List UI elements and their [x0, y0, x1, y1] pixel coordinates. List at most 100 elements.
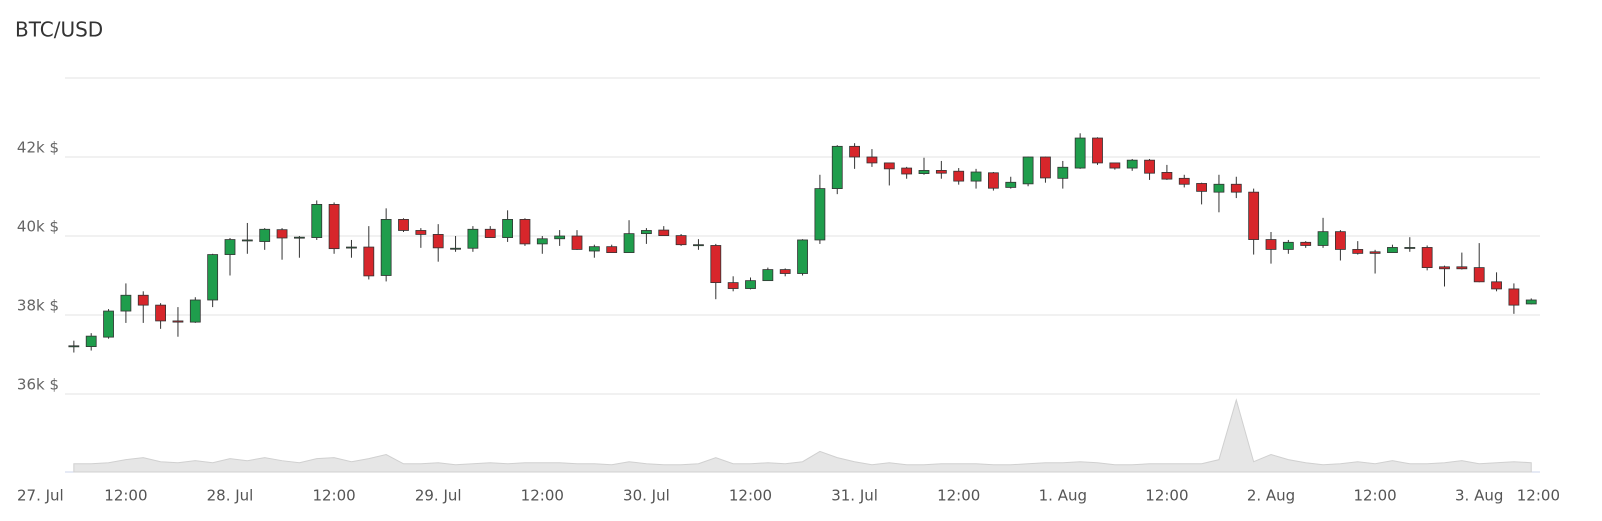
x-tick-label: 12:00 — [312, 487, 355, 505]
candle-body — [658, 229, 670, 237]
candle-body — [727, 282, 739, 289]
candle-body — [259, 228, 271, 242]
candle-body — [1196, 183, 1207, 192]
candle-body — [814, 188, 826, 241]
candle-body — [137, 294, 149, 306]
candle-body — [1282, 241, 1294, 250]
candle-body — [276, 229, 288, 239]
candle-body — [745, 280, 756, 289]
candle-body — [224, 239, 236, 255]
candle-body — [641, 230, 652, 235]
candle-body — [120, 294, 132, 312]
candle-body — [918, 170, 930, 174]
x-tick-label: 12:00 — [729, 487, 772, 505]
candle-body — [988, 172, 999, 189]
x-tick-label: 12:00 — [1517, 487, 1560, 505]
candle-body — [328, 203, 340, 250]
candle-body — [1473, 267, 1485, 283]
candle-body — [710, 245, 722, 284]
candle-body — [68, 345, 80, 348]
x-tick-label: 12:00 — [104, 487, 147, 505]
candle-body — [1387, 247, 1398, 253]
candle-body — [1005, 181, 1017, 188]
x-tick-label: 28. Jul — [207, 487, 254, 505]
candle-body — [797, 239, 808, 274]
candle-body — [189, 299, 201, 323]
candle-body — [1126, 159, 1138, 169]
candle-body — [606, 246, 618, 253]
candle-body — [467, 228, 479, 249]
candle-body — [779, 269, 791, 274]
candle-body — [1040, 156, 1051, 179]
candle-body — [484, 228, 496, 238]
candle-body — [1248, 191, 1260, 240]
x-tick-label: 29. Jul — [415, 487, 462, 505]
candle-body — [623, 233, 635, 253]
candle-body — [311, 203, 323, 238]
candle-body — [207, 254, 219, 301]
candle-body — [1404, 247, 1416, 249]
candle-body — [1525, 299, 1537, 305]
candle-body — [85, 335, 97, 348]
x-tick-label: 12:00 — [521, 487, 564, 505]
candle-body — [1352, 249, 1364, 254]
candle-body — [1092, 137, 1103, 164]
candle-body — [1508, 288, 1520, 306]
y-tick-label: 42k $ — [17, 139, 59, 157]
candle-body — [935, 170, 947, 174]
candle-body — [883, 162, 895, 170]
candle-body — [380, 219, 392, 276]
candle-body — [554, 235, 566, 240]
candle-body — [103, 310, 114, 338]
x-tick-label: 27. Jul — [17, 487, 64, 505]
candle-body — [1022, 156, 1034, 185]
candle-body — [363, 246, 375, 277]
candle-body — [693, 244, 704, 247]
candle-body — [519, 219, 531, 245]
candle-body — [1369, 251, 1381, 254]
candle-body — [415, 230, 427, 235]
candle-body — [675, 235, 687, 246]
y-tick-label: 38k $ — [17, 297, 59, 315]
candle-body — [1057, 166, 1069, 179]
candle-body — [1317, 231, 1329, 246]
candle-body — [1491, 281, 1502, 290]
x-tick-label: 12:00 — [1353, 487, 1396, 505]
candle-body — [970, 171, 982, 182]
candle-body — [1439, 266, 1450, 270]
candle-body — [346, 246, 357, 249]
candle-body — [571, 235, 583, 250]
candle-body — [172, 320, 184, 323]
candle-body — [901, 167, 913, 175]
candle-body — [432, 234, 444, 249]
candle-body — [1230, 183, 1242, 193]
candle-body — [762, 269, 774, 282]
y-tick-label: 36k $ — [17, 376, 59, 394]
candle-body — [953, 170, 965, 182]
candle-body — [1109, 162, 1121, 169]
candle-body — [1456, 266, 1468, 270]
candle-body — [831, 145, 843, 190]
candle-body — [155, 304, 167, 322]
candle-body — [1074, 137, 1086, 169]
x-tick-label: 30. Jul — [623, 487, 670, 505]
candle-body — [588, 246, 600, 252]
candle-body — [293, 236, 305, 239]
volume-area — [73, 398, 1532, 473]
candle-body — [1213, 183, 1225, 193]
candle-body — [1335, 231, 1346, 250]
x-tick-label: 1. Aug — [1039, 487, 1087, 505]
x-tick-label: 12:00 — [1145, 487, 1188, 505]
candle-body — [241, 239, 253, 242]
candle-body — [1421, 247, 1433, 269]
candle-body — [1265, 239, 1277, 250]
candle-body — [1161, 172, 1173, 180]
candle-body — [502, 219, 514, 238]
candle-body — [866, 156, 878, 164]
candle-body — [1144, 159, 1155, 174]
candle-body — [1178, 177, 1190, 185]
candle-body — [1300, 241, 1312, 246]
candle-body — [398, 219, 409, 231]
x-tick-label: 3. Aug — [1455, 487, 1503, 505]
